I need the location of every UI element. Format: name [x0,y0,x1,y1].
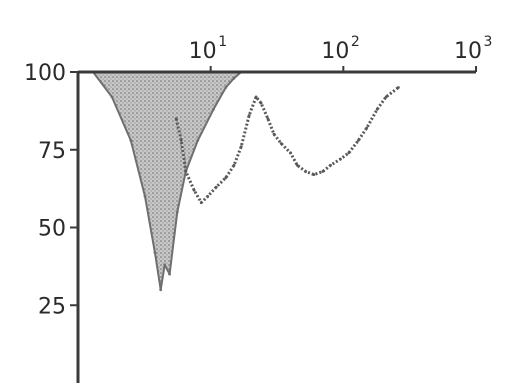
series-1-point [239,145,243,149]
x-tick-exponent: 2 [351,34,360,50]
series-0-point [163,263,167,267]
series-1-point [365,126,369,130]
series-0-area [92,71,243,291]
data-marks [91,70,400,292]
series-1-point [192,188,196,192]
series-1-point [232,163,236,167]
series-1-point [272,132,276,136]
series-1-point [259,101,263,105]
series-1-point [397,86,400,89]
series-0-point [143,195,147,198]
series-1-point [214,185,218,189]
series-1-point [304,170,308,173]
series-1-point [174,117,178,121]
series-1-point [295,163,299,167]
axes [70,66,477,383]
series-1-point [184,170,188,173]
series-0-point [168,272,172,276]
series-1-point [357,139,360,142]
series-0-point [110,95,114,99]
series-0-point [212,107,215,111]
series-1-point [375,107,379,111]
series-1-point [279,142,283,145]
series-1-line [174,86,400,205]
series-1-point [347,151,351,155]
y-tick-label: 25 [38,294,66,319]
series-1-point [329,163,332,167]
series-0-point [196,139,200,142]
series-1-point [179,139,183,142]
series-1-point [247,114,251,117]
x-tick-exponent: 3 [484,34,493,50]
series-0-point [153,251,157,254]
x-tick-label: 10 [454,39,482,64]
y-tick-label: 50 [38,217,66,242]
series-1-point [339,157,342,161]
series-1-point [254,95,258,99]
series-0-point [224,86,228,89]
series-0-point [175,210,179,214]
series-1-point [199,201,203,205]
series-1-point [321,170,325,173]
series-0-point [232,76,236,80]
x-tick-exponent: 1 [218,34,227,50]
y-tick-label: 75 [38,139,66,164]
y-tick-label: 100 [24,61,66,86]
series-0-point [159,288,163,292]
x-tick-label: 10 [189,39,217,64]
series-1-point [384,95,388,99]
x-tick-label: 10 [321,39,349,64]
series-1-point [266,117,270,121]
series-0-point [129,139,133,142]
series-1-point [289,151,292,155]
series-1-point [224,176,228,180]
series-1-point [206,195,210,198]
series-1-point [312,173,316,177]
